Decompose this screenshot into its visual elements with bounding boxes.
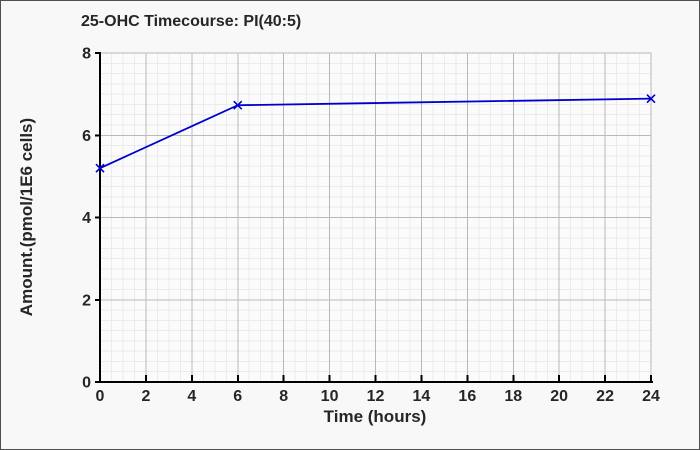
y-tick-labels: 0 2 4 6 8 (82, 46, 91, 392)
data-point-marker (233, 100, 243, 110)
svg-text:0: 0 (82, 375, 91, 392)
svg-text:20: 20 (550, 388, 568, 405)
svg-text:12: 12 (367, 388, 385, 405)
svg-text:16: 16 (458, 388, 476, 405)
data-series (95, 94, 656, 173)
svg-text:4: 4 (82, 210, 91, 227)
svg-text:8: 8 (279, 388, 288, 405)
x-tick-labels: 0 2 4 6 8 10 12 14 16 18 20 22 24 (96, 388, 660, 405)
svg-text:2: 2 (141, 388, 150, 405)
svg-text:6: 6 (82, 128, 91, 145)
axis-lines (99, 53, 653, 383)
y-axis-title: Amount.(pmol/1E6 cells) (17, 118, 36, 316)
svg-text:0: 0 (96, 388, 105, 405)
svg-text:8: 8 (82, 46, 91, 63)
x-axis-title: Time (hours) (324, 407, 427, 426)
svg-text:24: 24 (642, 388, 660, 405)
data-point-marker (95, 163, 105, 173)
data-point-marker (646, 94, 656, 104)
svg-text:14: 14 (413, 388, 431, 405)
svg-text:18: 18 (504, 388, 522, 405)
svg-text:22: 22 (596, 388, 614, 405)
chart-title: 25-OHC Timecourse: PI(40:5) (81, 13, 301, 30)
svg-text:10: 10 (321, 388, 339, 405)
svg-text:6: 6 (233, 388, 242, 405)
svg-text:2: 2 (82, 292, 91, 309)
svg-text:4: 4 (187, 388, 196, 405)
